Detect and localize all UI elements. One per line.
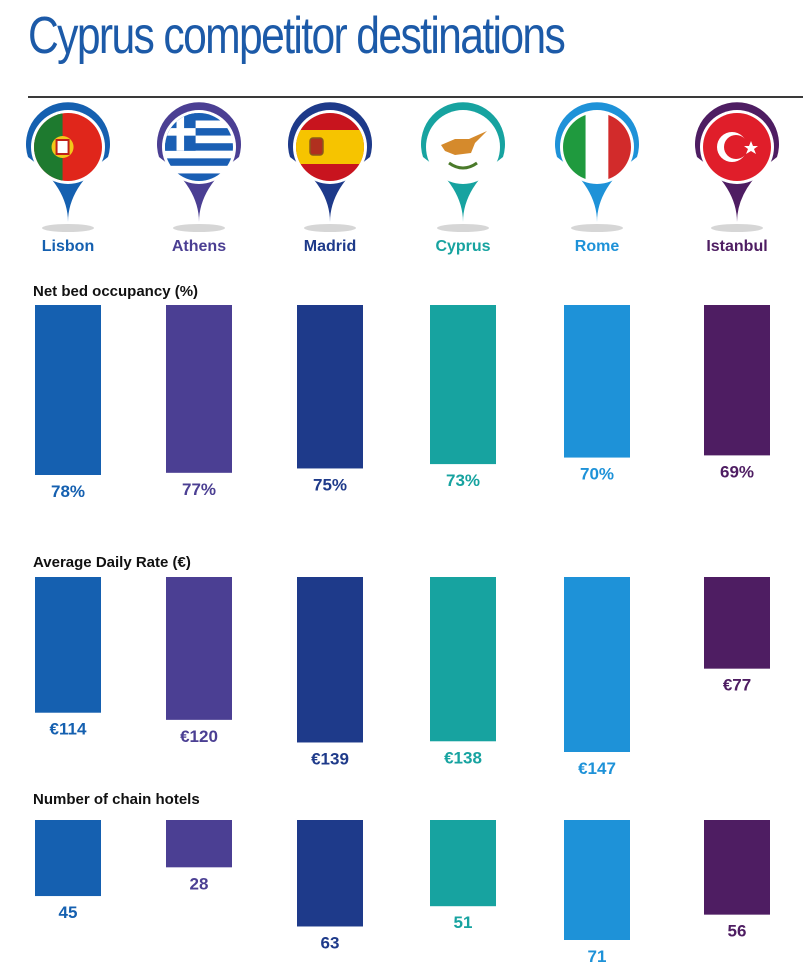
bar-lisbon [35,820,101,897]
value-label-cyprus: 73% [446,471,480,490]
pin-shadow [437,224,489,232]
value-label-athens: 77% [182,480,216,499]
bar-athens [166,305,232,473]
pin-shadow [571,224,623,232]
chain-hotels-chart: 45 28 63 51 71 56 [35,820,770,966]
portugal-flag-icon [34,113,102,181]
value-label-lisbon: 45 [59,903,78,922]
value-label-istanbul: €77 [723,676,751,695]
greece-flag-icon [165,113,233,181]
chain-hotels-chart-title: Number of chain hotels [33,791,200,808]
map-pin-madrid [288,102,372,232]
city-label-madrid: Madrid [303,238,357,255]
bar-istanbul [704,577,770,669]
pin-shadow [42,224,94,232]
bar-rome [564,305,630,458]
title-divider [28,96,803,98]
map-pin-istanbul [695,102,779,232]
turkey-flag-icon [703,113,771,181]
map-pin-cyprus [421,102,505,232]
value-label-istanbul: 69% [720,462,754,481]
value-label-cyprus: 51 [454,913,473,932]
value-label-istanbul: 56 [728,922,747,941]
bar-lisbon [35,577,101,713]
value-label-rome: €147 [578,759,616,778]
value-label-madrid: €139 [311,749,349,768]
value-label-rome: 70% [580,465,614,484]
bar-rome [564,577,630,752]
city-label-athens: Athens [171,238,227,255]
bar-istanbul [704,305,770,456]
daily-rate-chart: €114 €120 €139 €138 €147 €77 [35,577,770,778]
pin-shadow [711,224,763,232]
value-label-madrid: 63 [321,933,340,952]
value-label-lisbon: 78% [51,482,85,501]
bar-madrid [297,577,363,743]
city-label-cyprus: Cyprus [435,238,491,255]
value-label-rome: 71 [588,947,607,966]
value-label-athens: €120 [180,727,218,746]
city-label-istanbul: Istanbul [706,238,768,255]
occupancy-chart: 78% 77% 75% 73% 70% 69% [35,305,770,501]
pin-shadow [173,224,225,232]
map-pin-rome [554,102,639,232]
destination-pins [25,102,779,232]
bar-rome [564,820,630,940]
bar-athens [166,577,232,720]
value-label-athens: 28 [190,874,209,893]
italy-flag-icon [563,113,631,181]
bar-cyprus [430,305,496,465]
value-label-cyprus: €138 [444,748,482,767]
city-label-rome: Rome [574,238,620,255]
map-pin-lisbon [25,102,110,232]
daily-rate-chart-title: Average Daily Rate (€) [33,554,191,571]
bar-cyprus [430,577,496,742]
bar-cyprus [430,820,496,907]
map-pin-athens [156,102,241,232]
cyprus-flag-icon [429,113,497,181]
bar-madrid [297,305,363,469]
bar-madrid [297,820,363,927]
bar-istanbul [704,820,770,915]
value-label-madrid: 75% [313,475,347,494]
page-title: Cyprus competitor destinations [28,7,566,65]
bar-athens [166,820,232,868]
occupancy-chart-title: Net bed occupancy (%) [33,283,199,300]
city-label-lisbon: Lisbon [41,238,95,255]
bar-lisbon [35,305,101,475]
pin-shadow [304,224,356,232]
value-label-lisbon: €114 [50,720,87,739]
spain-flag-icon [296,113,364,181]
